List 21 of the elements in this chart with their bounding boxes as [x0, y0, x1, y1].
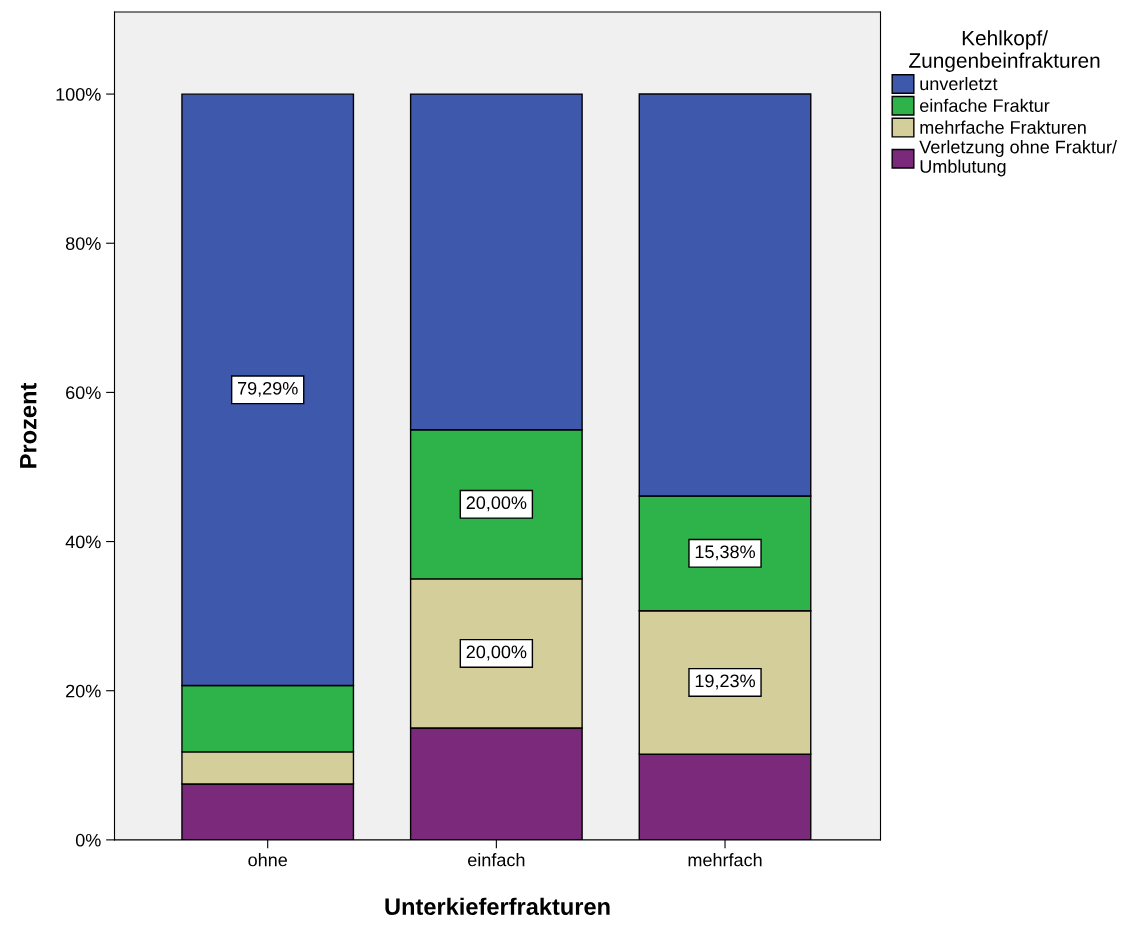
y-tick-label: 80% [65, 237, 101, 250]
y-tick-label: 20% [66, 684, 101, 698]
data-label: 15,38% [695, 545, 755, 561]
data-label: 19,23% [695, 674, 755, 690]
y-axis-title: Prozent [20, 382, 37, 468]
y-tick-label: 60% [66, 386, 101, 400]
y-tick-label: 40% [65, 535, 101, 549]
data-label: 20,00% [466, 496, 527, 512]
y-tick-label: 100% [56, 88, 101, 101]
x-tick-label: mehrfach [688, 853, 762, 867]
legend-title: Kehlkopf/ Zungenbeinfrakturen [909, 30, 1100, 72]
data-label: 79,29% [238, 381, 298, 397]
data-label: 20,00% [466, 645, 527, 661]
legend-label: mehrfache Frakturen [920, 120, 1086, 134]
y-tick-label: 0% [75, 833, 101, 847]
x-tick-label: einfach [468, 853, 525, 867]
x-tick-label: ohne [248, 853, 287, 867]
x-axis-title: Unterkieferfrakturen [385, 897, 610, 916]
legend-label: einfache Fraktur [920, 98, 1050, 113]
legend-label: unverletzt [920, 76, 998, 91]
legend-label: Verletzung ohne Fraktur/ Umblutung [919, 140, 1117, 177]
